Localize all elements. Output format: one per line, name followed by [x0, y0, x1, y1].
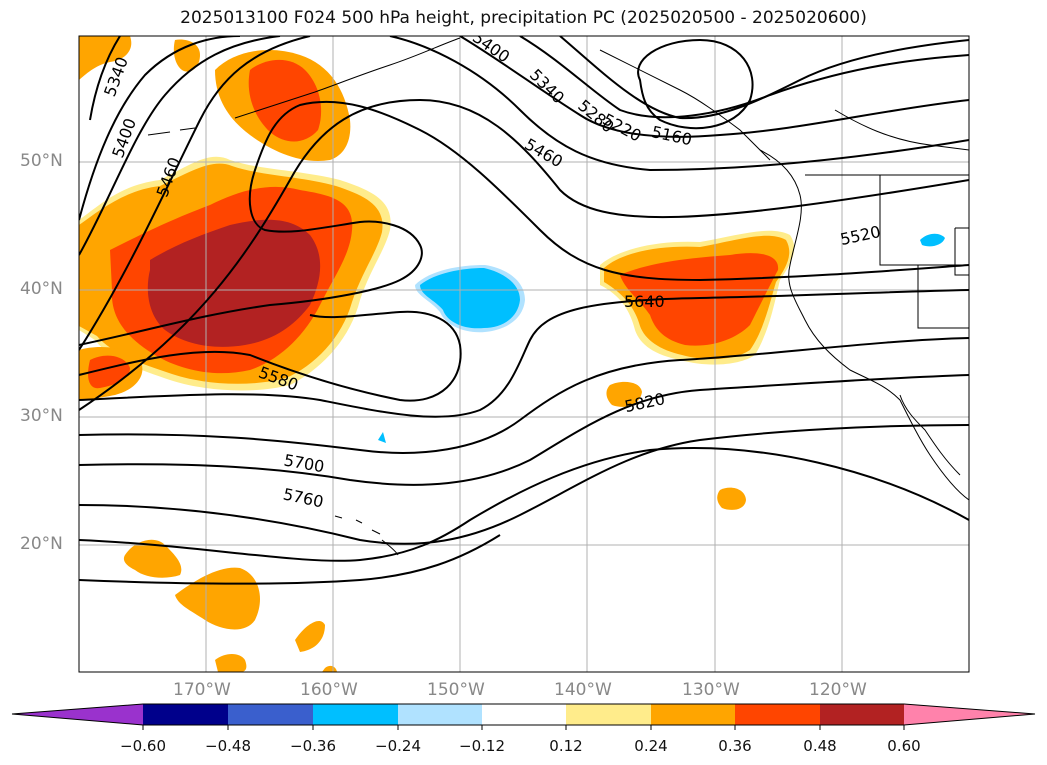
- lat-label-40n: 40°N: [20, 279, 63, 299]
- colorbar-segment-7: [651, 704, 735, 725]
- colorbar-tick-label: −0.24: [375, 737, 421, 755]
- lon-label-140w: 140°W: [554, 680, 612, 700]
- colorbar-segment-9: [820, 704, 904, 725]
- colorbar-segment-0: [12, 704, 143, 725]
- contour-label-5640: 5640: [624, 292, 665, 311]
- height-contours: [79, 36, 969, 585]
- coastlines: [147, 37, 969, 556]
- colorbar-segment-4: [398, 704, 482, 725]
- colorbar-tick-label: −0.48: [205, 737, 251, 755]
- lon-label-120w: 120°W: [809, 680, 867, 700]
- colorbar-segment-2: [228, 704, 313, 725]
- colorbar-tick-label: −0.60: [120, 737, 166, 755]
- colorbar-tick-label: −0.12: [459, 737, 505, 755]
- lat-label-20n: 20°N: [20, 534, 63, 554]
- map-title: 2025013100 F024 500 hPa height, precipit…: [180, 8, 867, 28]
- colorbar-tick-label: 0.12: [549, 737, 583, 755]
- colorbar-segment-10: [904, 704, 1035, 725]
- map-frame: [78, 35, 970, 673]
- colorbar-segment-3: [313, 704, 398, 725]
- lon-label-130w: 130°W: [682, 680, 740, 700]
- lon-label-160w: 160°W: [300, 680, 358, 700]
- lon-label-170w: 170°W: [173, 680, 231, 700]
- colorbar-tick-label: 0.60: [887, 737, 921, 755]
- lon-label-150w: 150°W: [427, 680, 485, 700]
- colorbar-segment-8: [735, 704, 820, 725]
- lat-label-30n: 30°N: [20, 406, 63, 426]
- colorbar-segment-5: [482, 704, 566, 725]
- colorbar-segment-6: [566, 704, 651, 725]
- colorbar: [11, 703, 1036, 730]
- lat-label-50n: 50°N: [20, 151, 63, 171]
- colorbar-tick-label: 0.48: [803, 737, 837, 755]
- colorbar-segment-1: [143, 704, 228, 725]
- colorbar-tick-label: −0.36: [290, 737, 336, 755]
- colorbar-tick-label: 0.24: [634, 737, 668, 755]
- colorbar-tick-label: 0.36: [718, 737, 752, 755]
